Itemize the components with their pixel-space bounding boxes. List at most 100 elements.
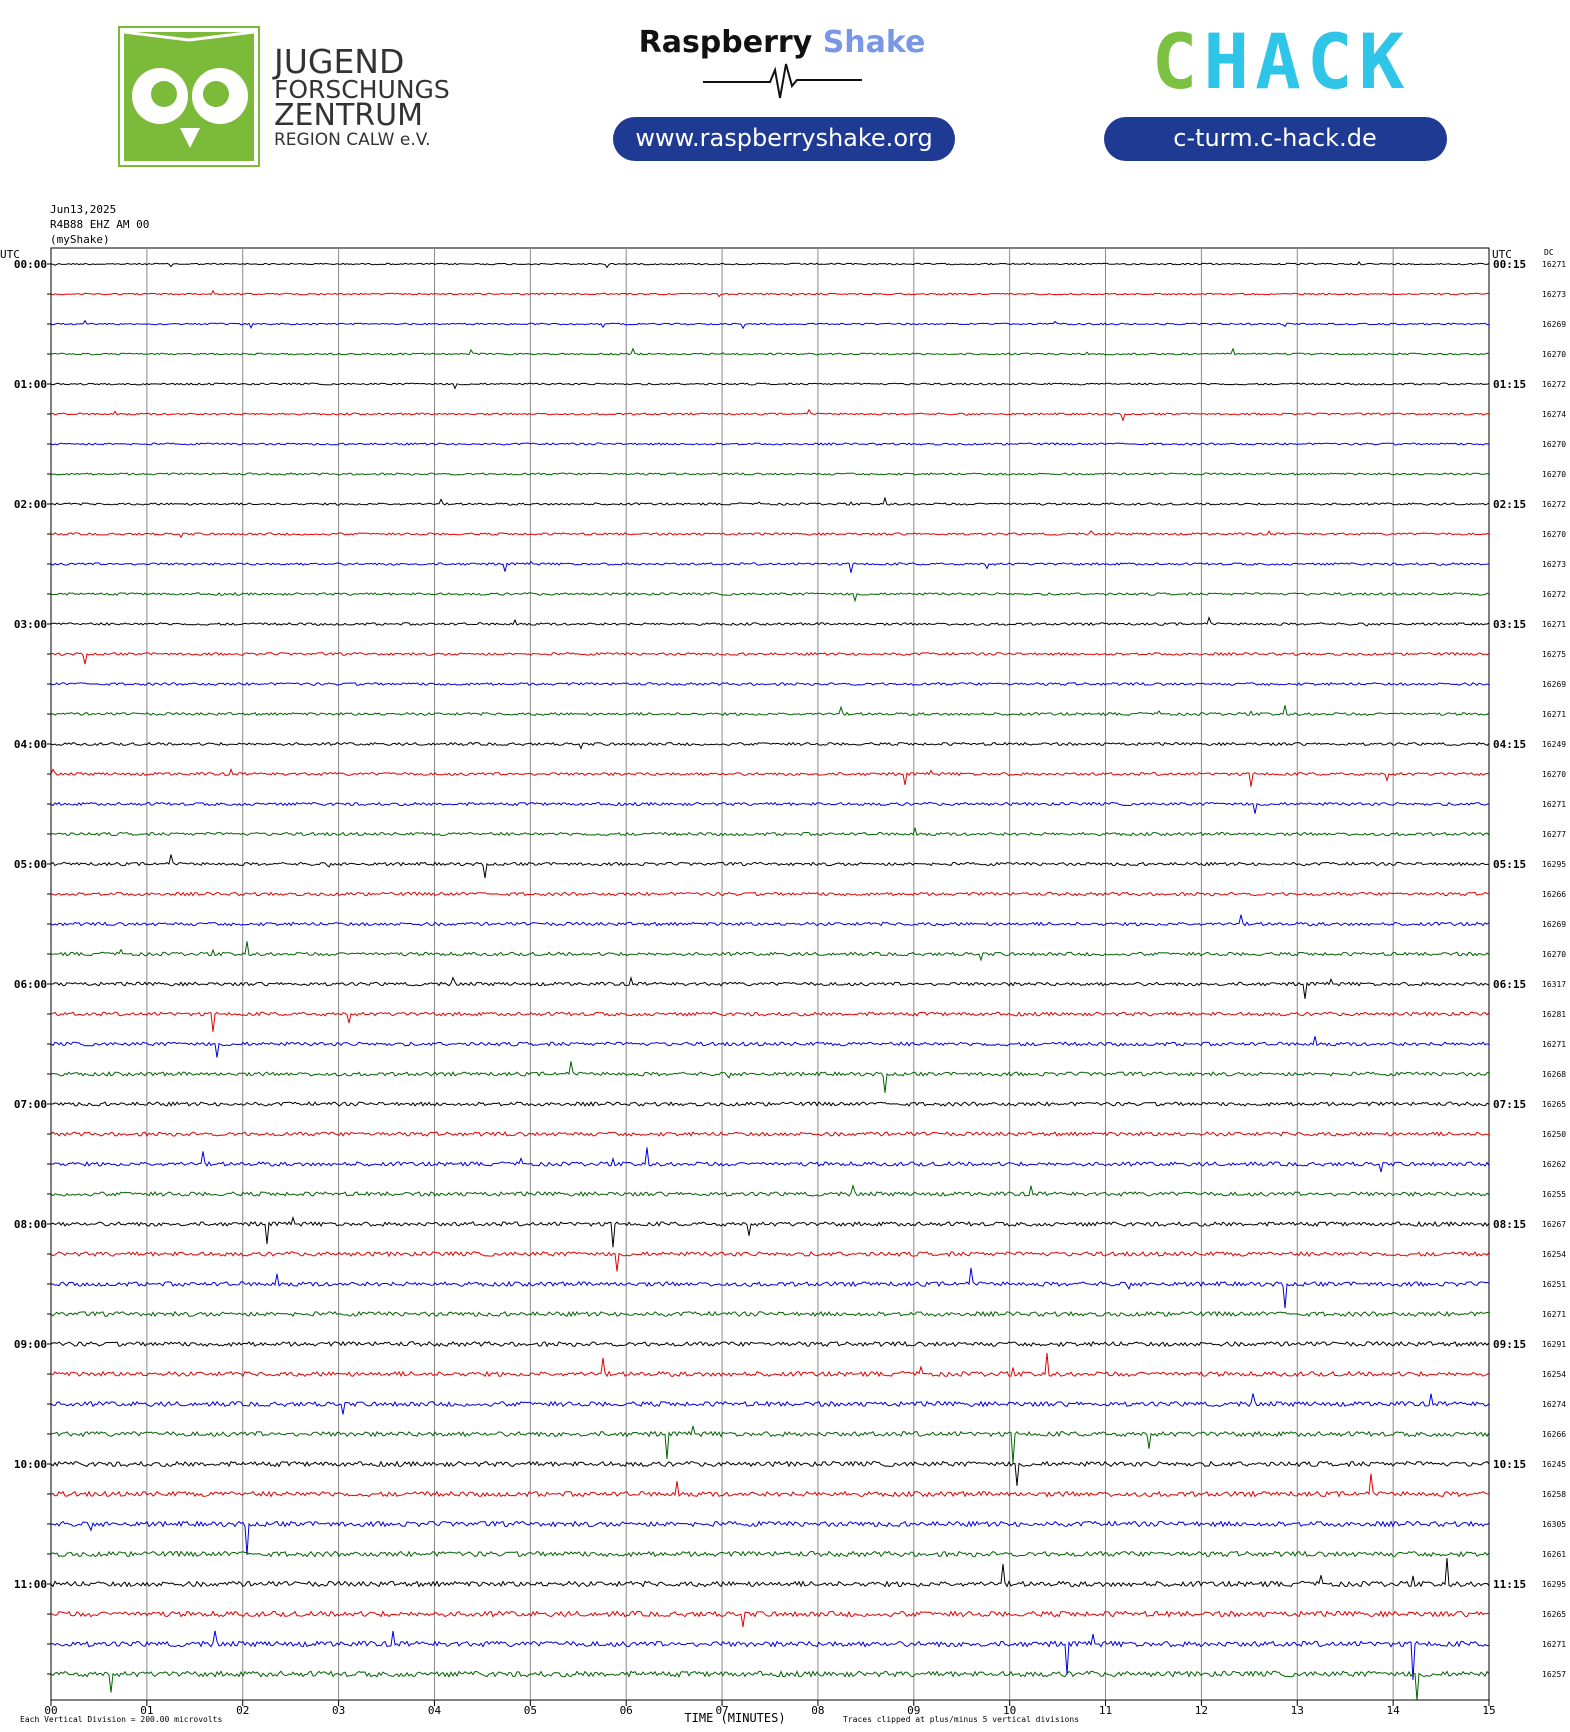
right-time: 11:15 <box>1493 1578 1526 1591</box>
seismic-trace <box>50 289 1490 298</box>
plot-station: R4B88 EHZ AM 00 <box>50 218 149 231</box>
seismic-trace <box>50 1557 1490 1588</box>
dc-header: DC <box>1544 248 1554 257</box>
right-time: 06:15 <box>1493 978 1526 991</box>
plot-source: (myShake) <box>50 233 110 246</box>
clip-note: Traces clipped at plus/minus 5 vertical … <box>843 1715 1079 1724</box>
dc-value: 16245 <box>1542 1460 1566 1469</box>
left-time: 04:00 <box>14 738 47 751</box>
left-time: 01:00 <box>14 378 47 391</box>
seismic-trace <box>50 1352 1490 1378</box>
rs-name: Shake <box>823 25 926 60</box>
seismic-trace <box>50 801 1490 814</box>
seismic-trace <box>51 1267 1490 1309</box>
seismic-trace <box>50 1520 1490 1556</box>
dc-value: 16270 <box>1542 350 1566 359</box>
dc-value: 16265 <box>1542 1100 1566 1109</box>
seismic-trace <box>50 1011 1490 1033</box>
dc-value: 16262 <box>1542 1160 1566 1169</box>
rs-pill[interactable] <box>613 117 955 161</box>
right-time: 08:15 <box>1493 1218 1526 1231</box>
dc-value: 16267 <box>1542 1220 1566 1229</box>
left-time: 10:00 <box>14 1458 47 1471</box>
seismic-trace <box>50 1131 1490 1137</box>
x-tick-label: 11 <box>1099 1704 1112 1717</box>
seismic-trace <box>50 891 1490 897</box>
right-time: 03:15 <box>1493 618 1526 631</box>
dc-value: 16269 <box>1542 680 1566 689</box>
left-time: 03:00 <box>14 618 47 631</box>
jfz-line: ZENTRUM <box>274 98 423 133</box>
left-time: 08:00 <box>14 1218 47 1231</box>
seismic-trace <box>50 442 1490 446</box>
seismic-trace <box>50 1036 1490 1058</box>
right-time: 04:15 <box>1493 738 1526 751</box>
dc-value: 16272 <box>1542 380 1566 389</box>
dc-value: 16254 <box>1542 1370 1566 1379</box>
seismic-trace <box>50 1460 1490 1486</box>
seismic-trace <box>50 592 1490 603</box>
seismic-trace <box>50 616 1490 627</box>
dc-value: 16274 <box>1542 410 1566 419</box>
dc-value: 16271 <box>1542 710 1566 719</box>
left-time: 11:00 <box>14 1578 47 1591</box>
seismic-trace <box>50 1310 1489 1318</box>
chack-url[interactable]: c-turm.c-hack.de <box>1173 124 1376 152</box>
chack-pill[interactable] <box>1104 117 1447 161</box>
dc-value: 16270 <box>1542 530 1566 539</box>
right-time: 05:15 <box>1493 858 1526 871</box>
seismic-trace <box>50 382 1490 390</box>
x-tick-label: 07 <box>715 1704 728 1717</box>
right-time: 02:15 <box>1493 498 1526 511</box>
plot-frame <box>50 247 1490 1701</box>
dc-value: 16295 <box>1542 860 1566 869</box>
dc-value: 16271 <box>1542 1640 1566 1649</box>
seismic-trace <box>50 1670 1490 1701</box>
dc-value: 16271 <box>1542 1310 1566 1319</box>
dc-value: 16291 <box>1542 1340 1566 1349</box>
dc-value: 16265 <box>1542 1610 1566 1619</box>
x-label: TIME (MINUTES) <box>684 1711 785 1725</box>
rs-url[interactable]: www.raspberryshake.org <box>635 124 932 152</box>
x-tick-label: 01 <box>140 1704 153 1717</box>
scale-note: Each Vertical Division = 200.00 microvol… <box>20 1715 222 1724</box>
dc-value: 16270 <box>1542 770 1566 779</box>
dc-value: 16275 <box>1542 650 1566 659</box>
seismic-trace <box>50 1215 1490 1248</box>
dc-value: 16273 <box>1542 290 1566 299</box>
rs-logo: Raspberry Shake <box>639 25 926 60</box>
dc-value: 16268 <box>1542 1070 1566 1079</box>
dc-value: 16271 <box>1542 1040 1566 1049</box>
dc-value: 16272 <box>1542 590 1566 599</box>
seismic-trace <box>50 767 1490 787</box>
x-tick-label: 09 <box>907 1704 920 1717</box>
left-header: UTC <box>0 248 20 261</box>
seismic-trace <box>50 496 1490 506</box>
seismic-trace <box>50 1061 1490 1093</box>
seismic-trace <box>50 1630 1490 1681</box>
jfz-line: REGION CALW e.V. <box>274 130 431 150</box>
seismic-trace <box>50 681 1490 687</box>
seismic-trace <box>51 975 1490 999</box>
x-tick-label: 00 <box>44 1704 57 1717</box>
right-time: 10:15 <box>1493 1458 1526 1471</box>
seismic-trace <box>50 1425 1490 1464</box>
x-tick-label: 15 <box>1482 1704 1495 1717</box>
seismic-trace <box>50 705 1490 717</box>
seismic-trace <box>50 826 1490 837</box>
dc-value: 16269 <box>1542 920 1566 929</box>
left-time: 00:00 <box>14 258 47 271</box>
x-tick-label: 12 <box>1195 1704 1208 1717</box>
dc-value: 16255 <box>1542 1190 1566 1199</box>
left-time: 07:00 <box>14 1098 47 1111</box>
seismic-trace <box>50 1550 1490 1558</box>
x-tick-label: 08 <box>811 1704 824 1717</box>
jfz-line: FORSCHUNGS <box>274 75 450 104</box>
seismic-trace <box>50 560 1489 573</box>
dc-value: 16272 <box>1542 500 1566 509</box>
dc-value: 16269 <box>1542 320 1566 329</box>
plot-date: Jun13,2025 <box>50 203 116 216</box>
chack-logo: CHACK <box>1152 17 1411 106</box>
seismic-trace <box>50 1610 1490 1627</box>
